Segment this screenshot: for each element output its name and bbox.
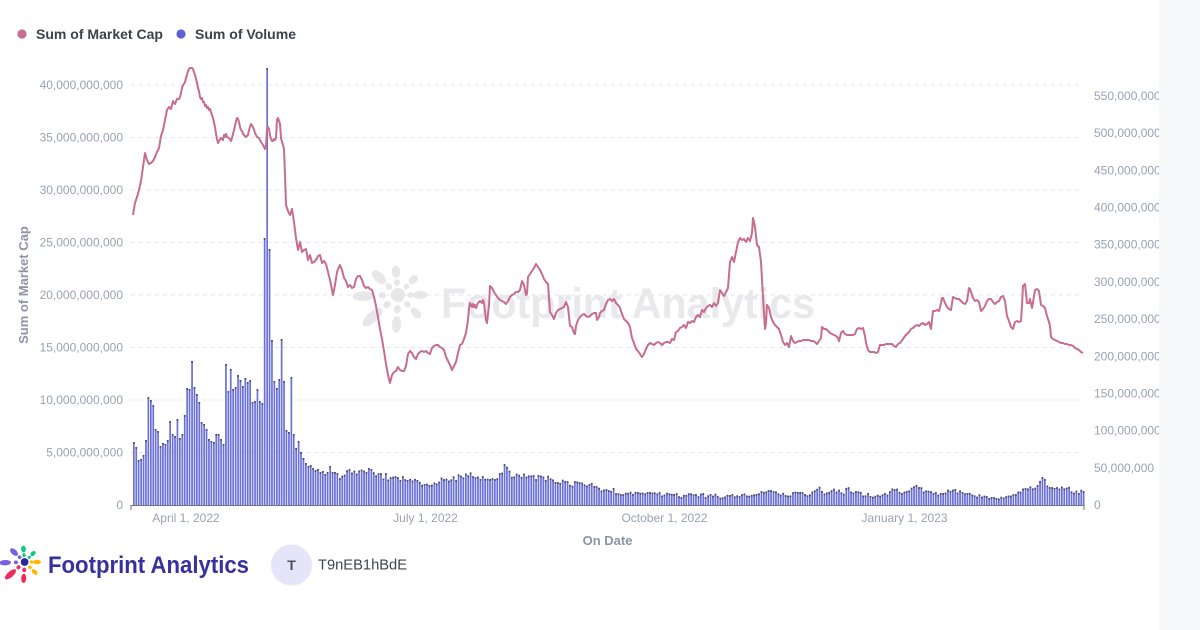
svg-text:200,000,000: 200,000,000 xyxy=(1094,349,1159,363)
svg-text:April 1, 2022: April 1, 2022 xyxy=(152,511,220,525)
svg-text:35,000,000,000: 35,000,000,000 xyxy=(40,131,124,145)
svg-text:October 1, 2022: October 1, 2022 xyxy=(621,511,707,525)
svg-text:Sum of Volume: Sum of Volume xyxy=(195,26,296,42)
svg-text:5,000,000,000: 5,000,000,000 xyxy=(46,446,123,460)
svg-text:Footprint Analytics: Footprint Analytics xyxy=(48,552,249,579)
svg-text:350,000,000: 350,000,000 xyxy=(1094,238,1159,252)
svg-text:10,000,000,000: 10,000,000,000 xyxy=(40,393,124,407)
svg-text:20,000,000,000: 20,000,000,000 xyxy=(40,288,124,302)
svg-text:T: T xyxy=(287,557,296,573)
svg-text:T9nEB1hBdE: T9nEB1hBdE xyxy=(318,558,407,574)
svg-text:100,000,000: 100,000,000 xyxy=(1094,424,1159,438)
svg-text:0: 0 xyxy=(116,498,123,512)
svg-text:250,000,000: 250,000,000 xyxy=(1094,312,1159,326)
svg-text:Footprint Analytics: Footprint Analytics xyxy=(441,280,815,328)
svg-text:550,000,000: 550,000,000 xyxy=(1094,89,1159,103)
svg-text:400,000,000: 400,000,000 xyxy=(1094,201,1159,215)
svg-text:25,000,000,000: 25,000,000,000 xyxy=(40,236,124,250)
svg-text:Sum of Market Cap: Sum of Market Cap xyxy=(16,226,31,344)
svg-text:January 1, 2023: January 1, 2023 xyxy=(861,511,947,525)
svg-text:On Date: On Date xyxy=(583,533,633,548)
svg-text:40,000,000,000: 40,000,000,000 xyxy=(40,78,124,92)
svg-text:0: 0 xyxy=(1094,498,1101,512)
svg-text:Sum of Market Cap: Sum of Market Cap xyxy=(36,26,163,42)
svg-text:300,000,000: 300,000,000 xyxy=(1094,275,1159,289)
svg-text:July 1, 2022: July 1, 2022 xyxy=(393,511,458,525)
svg-text:150,000,000: 150,000,000 xyxy=(1094,387,1159,401)
svg-text:500,000,000: 500,000,000 xyxy=(1094,126,1159,140)
svg-text:450,000,000: 450,000,000 xyxy=(1094,163,1159,177)
svg-text:30,000,000,000: 30,000,000,000 xyxy=(40,183,124,197)
svg-text:15,000,000,000: 15,000,000,000 xyxy=(40,341,124,355)
svg-text:50,000,000: 50,000,000 xyxy=(1094,461,1154,475)
